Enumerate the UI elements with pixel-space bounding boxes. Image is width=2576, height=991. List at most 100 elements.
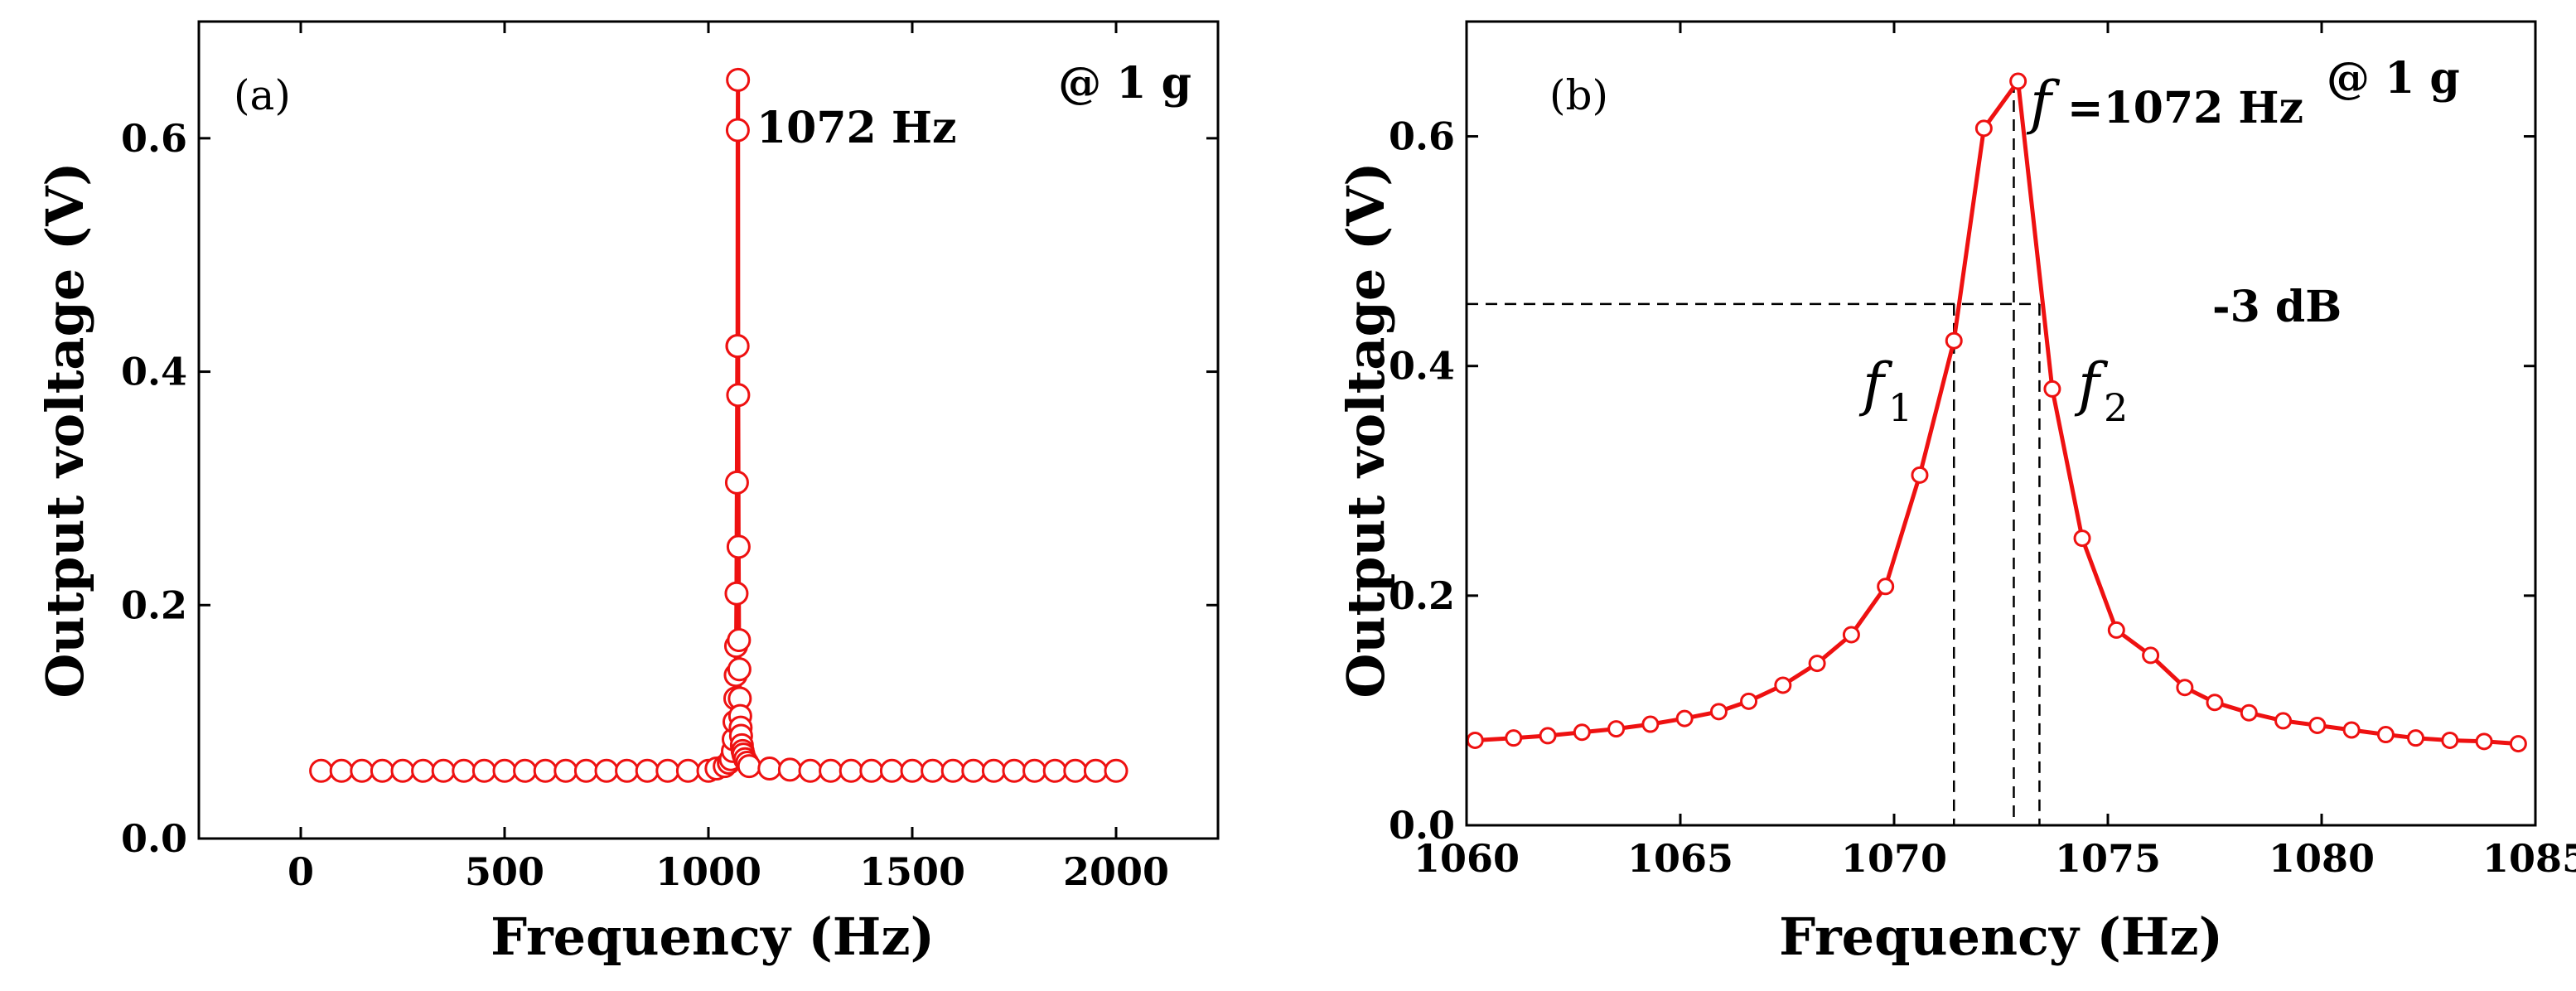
data-point — [1877, 578, 1895, 596]
data-point — [1774, 676, 1792, 694]
x-tick-label: 0 — [288, 849, 314, 894]
y-tick-label: 0.2 — [1389, 573, 1455, 618]
data-point — [635, 758, 660, 783]
data-point — [2475, 732, 2493, 751]
panel-b-label: (b) — [1549, 71, 1608, 119]
data-point — [961, 758, 986, 783]
data-point — [1042, 758, 1067, 783]
data-point — [839, 758, 863, 783]
data-point — [452, 758, 476, 783]
data-point — [921, 758, 945, 783]
y-tick-label: 0.0 — [121, 816, 187, 861]
data-point — [724, 470, 749, 495]
data-point — [675, 758, 700, 783]
data-point — [1063, 758, 1088, 783]
data-point — [2142, 646, 2160, 665]
y-tick-label: 0.6 — [121, 116, 187, 161]
data-point — [725, 118, 750, 143]
panel-a-condition-annotation: @ 1 g — [1058, 58, 1191, 109]
data-point — [2240, 703, 2258, 722]
data-point — [2176, 679, 2194, 697]
panel-a-y-axis-title: Output voltage (V) — [35, 162, 95, 698]
data-point — [2441, 731, 2459, 749]
data-point — [900, 758, 925, 783]
panel-a-x-axis-title: Frequency (Hz) — [491, 906, 935, 967]
data-point — [1974, 119, 1993, 138]
data-point — [798, 758, 823, 783]
y-tick-label: 0.0 — [1389, 803, 1455, 848]
data-point — [655, 758, 680, 783]
data-point — [431, 758, 456, 783]
peak-frequency-symbol: f — [2026, 69, 2061, 137]
data-point — [2206, 694, 2224, 712]
x-tick-label: 1000 — [655, 849, 761, 894]
data-point — [553, 758, 578, 783]
data-point — [1945, 331, 1963, 350]
data-point — [737, 754, 761, 779]
data-point — [1740, 692, 1758, 710]
data-point — [1607, 720, 1626, 738]
x-tick-label: 1085 — [2482, 836, 2576, 881]
y-tick-label: 0.6 — [1389, 114, 1455, 159]
x-tick-label: 1500 — [859, 849, 965, 894]
data-point — [1083, 758, 1108, 783]
panel-a-series — [309, 67, 1129, 783]
data-point — [471, 758, 496, 783]
data-point — [859, 758, 884, 783]
data-point — [329, 758, 354, 783]
x-tick-label: 1075 — [2055, 836, 2161, 881]
panel-b-reference-lines — [1467, 81, 2041, 825]
data-point — [533, 758, 558, 783]
panel-a-peak-annotation: 1072 Hz — [756, 103, 957, 153]
data-point — [492, 758, 517, 783]
f1-subscript: 1 — [1888, 385, 1912, 430]
data-point — [879, 758, 904, 783]
data-point — [2376, 726, 2395, 744]
x-tick-label: 1060 — [1414, 836, 1520, 881]
y-tick-label: 0.4 — [121, 350, 187, 394]
peak-frequency-value: =1072 Hz — [2067, 83, 2303, 133]
data-point — [2043, 379, 2061, 398]
data-point — [819, 758, 843, 783]
data-point — [594, 758, 619, 783]
data-point — [573, 758, 598, 783]
data-point — [1842, 626, 1860, 644]
data-point — [726, 67, 751, 92]
f1-annotation: f 1 — [1858, 350, 1912, 430]
panel-b-series — [1466, 72, 2527, 753]
panel-b-x-axis-title: Frequency (Hz) — [1779, 906, 2223, 967]
panel-b-y-axis-title: Output voltage (V) — [1336, 162, 1396, 698]
panel-b-condition-annotation: @ 1 g — [2327, 53, 2460, 104]
panel-b-peak-annotation: f =1072 Hz — [2026, 69, 2303, 137]
panel-a-plot-frame — [197, 20, 1220, 840]
data-point — [727, 628, 752, 653]
series-line — [321, 77, 1116, 773]
x-tick-label: 1065 — [1627, 836, 1733, 881]
data-point — [1808, 655, 1826, 673]
data-point — [2407, 729, 2425, 747]
panel-b-ticks: 1060 1065 1070 1075 1080 1085 0.0 0.2 0.4 0.6 — [1389, 22, 2576, 881]
data-point — [513, 758, 538, 783]
data-point — [2509, 735, 2527, 753]
data-point — [981, 758, 1006, 783]
data-point — [350, 758, 375, 783]
data-point — [309, 758, 334, 783]
y-tick-label: 0.2 — [121, 583, 187, 627]
data-point — [2342, 721, 2361, 739]
data-point — [615, 758, 640, 783]
data-point — [1675, 709, 1694, 728]
panel-a-chart: 0 500 1000 1500 2000 0.0 0.2 0.4 0.6 (a) @ 1 g 1… — [35, 20, 1220, 967]
x-tick-label: 2000 — [1063, 849, 1169, 894]
x-tick-label: 1070 — [1841, 836, 1947, 881]
data-point — [1573, 723, 1591, 742]
data-point — [2274, 712, 2293, 730]
minus-3db-annotation: -3 dB — [2212, 282, 2342, 332]
panel-b-plot-frame — [1465, 20, 2537, 827]
data-point — [1911, 466, 1929, 484]
data-point — [411, 758, 436, 783]
data-point — [940, 758, 965, 783]
data-point — [1709, 703, 1728, 721]
panel-a-label: (a) — [234, 71, 291, 119]
data-point — [727, 657, 752, 682]
